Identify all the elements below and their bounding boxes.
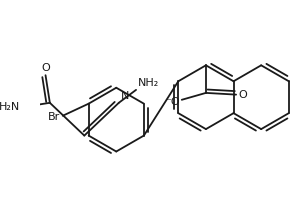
Text: NH₂: NH₂ — [138, 78, 159, 88]
Text: O: O — [41, 63, 50, 73]
Text: Br: Br — [48, 112, 60, 123]
Text: N: N — [121, 91, 129, 101]
Text: O: O — [239, 90, 248, 100]
Text: H₂N: H₂N — [0, 102, 20, 112]
Text: ⁻O: ⁻O — [165, 97, 180, 107]
